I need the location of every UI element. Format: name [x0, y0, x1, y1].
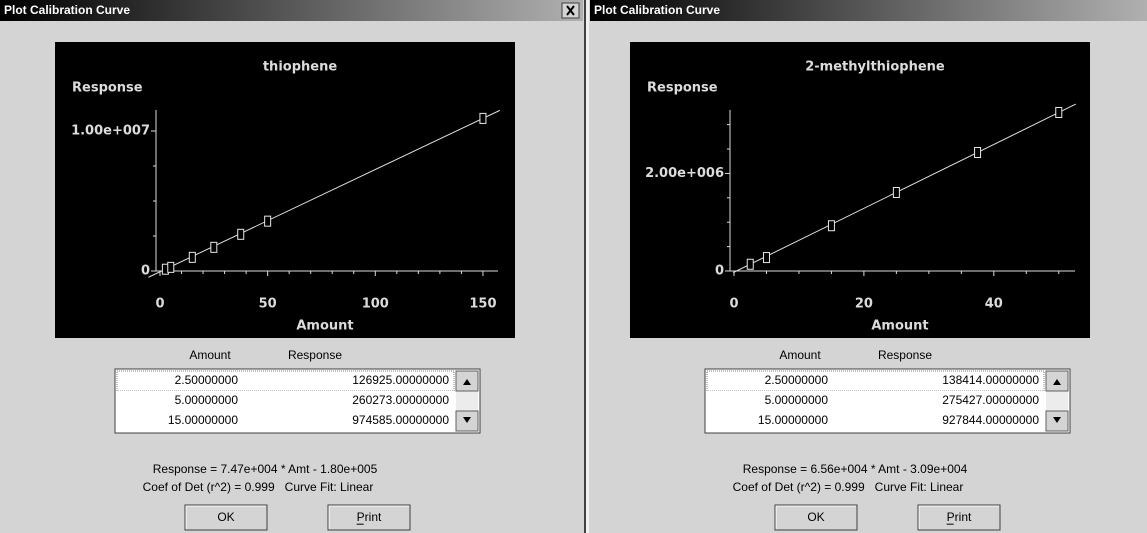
- data-point: [479, 112, 487, 124]
- y-tick-label: 0: [715, 264, 724, 279]
- response-cell: 260273.00000000: [352, 393, 449, 407]
- amount-cell: 2.50000000: [175, 373, 239, 387]
- equation: Response = 7.47e+004 * Amt - 1.80e+005: [153, 462, 378, 476]
- x-tick-label: 40: [985, 297, 1003, 312]
- data-point: [762, 252, 770, 264]
- title-bar: [0, 0, 583, 21]
- button[interactable]: [774, 504, 858, 531]
- data-point: [264, 215, 272, 227]
- button[interactable]: [327, 504, 411, 531]
- table-row[interactable]: [707, 391, 1044, 411]
- amount-cell: 5.00000000: [765, 393, 829, 407]
- amount-cell: 15.00000000: [168, 413, 238, 427]
- equation: Response = 6.56e+004 * Amt - 3.09e+004: [743, 462, 968, 476]
- button-label[interactable]: OK: [217, 510, 234, 524]
- response-cell: 927844.00000000: [942, 413, 1039, 427]
- scroll-down-icon: [463, 417, 471, 423]
- data-point: [974, 146, 982, 158]
- response-cell: 138414.00000000: [942, 373, 1039, 387]
- divider: [586, 0, 589, 533]
- data-point: [746, 258, 754, 270]
- fit-line: [148, 109, 501, 278]
- x-axis-label: Amount: [296, 319, 353, 334]
- y-tick-label: 1.00e+007: [71, 124, 150, 139]
- button-bevel: [185, 505, 266, 529]
- table-row[interactable]: [117, 411, 454, 431]
- table-row[interactable]: [707, 411, 1044, 431]
- data-point: [237, 228, 245, 240]
- data-point: [892, 187, 900, 199]
- x-tick-label: 20: [855, 297, 873, 312]
- x-tick-label: 100: [362, 297, 389, 312]
- title-bar: [590, 0, 1147, 21]
- fit-line: [732, 103, 1077, 274]
- button-bevel: [328, 505, 409, 529]
- button-bevel: [775, 505, 856, 529]
- amount-cell: 15.00000000: [758, 413, 828, 427]
- column-header: Amount: [189, 348, 231, 362]
- button-label[interactable]: Print: [357, 510, 382, 524]
- data-point: [210, 241, 218, 253]
- table-row[interactable]: [117, 391, 454, 411]
- response-cell: 974585.00000000: [352, 413, 449, 427]
- scroll-up-icon: [1053, 379, 1061, 385]
- y-tick-label: 2.00e+006: [645, 166, 724, 181]
- response-cell: 275427.00000000: [942, 393, 1039, 407]
- x-tick-label: 0: [155, 297, 164, 312]
- y-axis-label: Response: [647, 81, 718, 96]
- plot-background: [630, 42, 1090, 338]
- table-row[interactable]: [116, 370, 455, 392]
- y-axis-label: Response: [72, 81, 143, 96]
- amount-cell: 5.00000000: [175, 393, 239, 407]
- column-header: Response: [288, 348, 342, 362]
- data-point: [827, 220, 835, 232]
- button[interactable]: [184, 504, 268, 531]
- scroll-up-icon: [463, 379, 471, 385]
- data-point: [1055, 106, 1063, 118]
- button-label[interactable]: OK: [807, 510, 824, 524]
- button-label[interactable]: Print: [947, 510, 972, 524]
- amount-cell: 2.50000000: [765, 373, 829, 387]
- chart-title: thiophene: [263, 60, 337, 75]
- divider: [584, 0, 586, 533]
- x-tick-label: 50: [259, 297, 277, 312]
- fit-info: Coef of Det (r^2) = 0.999 Curve Fit: Lin…: [143, 480, 374, 494]
- table-row[interactable]: [706, 370, 1045, 392]
- x-tick-label: 0: [729, 297, 738, 312]
- close-icon: [566, 5, 575, 16]
- x-tick-label: 150: [469, 297, 496, 312]
- column-header: Amount: [779, 348, 821, 362]
- column-header: Response: [878, 348, 932, 362]
- chart-title: 2-methylthiophene: [805, 60, 945, 75]
- plot-background: [55, 42, 515, 338]
- data-point: [167, 261, 175, 273]
- x-axis-label: Amount: [871, 319, 928, 334]
- fit-info: Coef of Det (r^2) = 0.999 Curve Fit: Lin…: [733, 480, 964, 494]
- scroll-down-icon: [1053, 417, 1061, 423]
- window-title: Plot Calibration Curve: [4, 3, 130, 17]
- data-point: [188, 251, 196, 263]
- button-bevel: [918, 505, 999, 529]
- window-title: Plot Calibration Curve: [594, 3, 720, 17]
- response-cell: 126925.00000000: [352, 373, 449, 387]
- y-tick-label: 0: [141, 264, 150, 279]
- button[interactable]: [917, 504, 1001, 531]
